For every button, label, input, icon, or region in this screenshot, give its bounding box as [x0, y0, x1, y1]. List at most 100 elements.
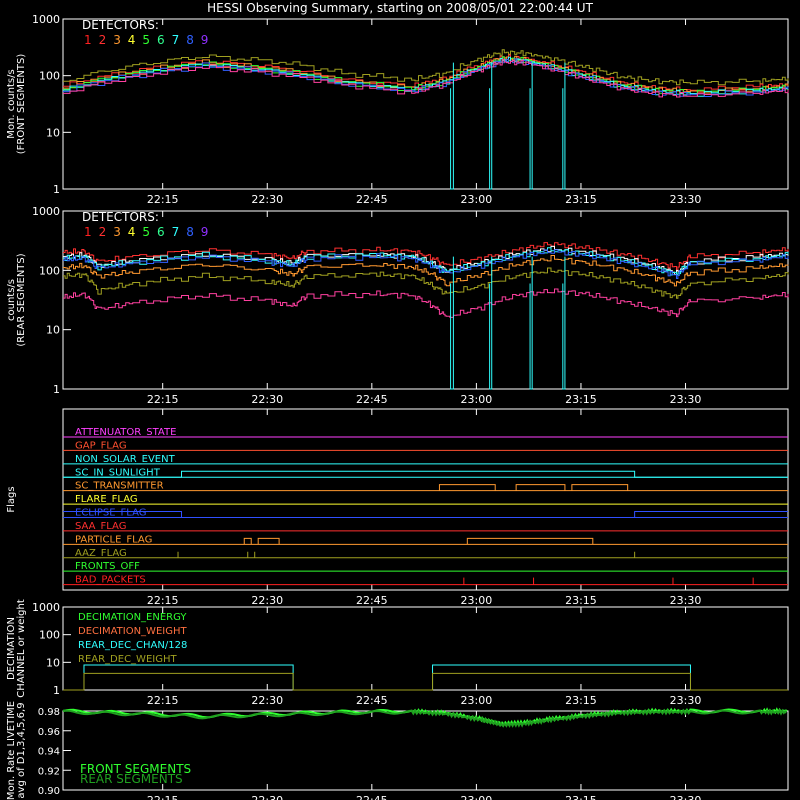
front-xtick-label: 23:15 [565, 193, 597, 206]
flag-label: ATTENUATOR_STATE [75, 427, 176, 438]
rear-xtick-label: 23:30 [670, 393, 702, 406]
front-ytick-label: 1 [53, 183, 60, 196]
front-attenuator-dip [529, 62, 533, 190]
decimation-xtick-label: 23:15 [565, 694, 597, 707]
flag-particle-pulse [466, 537, 594, 545]
panel-decimation: 22:15 22:30 22:45 23:00 23:15 23:30 DECIMATION… [6, 599, 789, 707]
livetime-legend-entry: REAR SEGMENTS [80, 772, 183, 786]
livetime-series-line [62, 708, 787, 728]
rear-series-line [63, 249, 789, 279]
front-legend-number: 7 [172, 33, 180, 47]
flags-xtick-label: 22:30 [251, 594, 283, 607]
rear-xtick-label: 23:15 [565, 393, 597, 406]
livetime-ylabel: avg of D1,3,4,5,6,9 [16, 702, 27, 798]
flag-label: FRONTS_OFF [75, 561, 140, 572]
rear-ytick-label: 100 [39, 264, 60, 277]
front-legend-number: 2 [99, 33, 107, 47]
front-xtick-label: 23:00 [461, 193, 493, 206]
flags-ylabel: Flags [6, 486, 17, 512]
rear-attenuator-dip [489, 256, 493, 390]
rear-series-line [63, 242, 789, 272]
rear-attenuator-dip [562, 256, 566, 390]
rear-legend-title: DETECTORS: [82, 210, 159, 224]
decimation-legend-entry: DECIMATION_ENERGY [78, 612, 187, 623]
livetime-ytick-label: 0.96 [38, 727, 60, 738]
front-frame [62, 18, 789, 190]
flags-xtick-label: 23:00 [461, 594, 493, 607]
front-legend-number: 6 [157, 33, 165, 47]
flag-label: SAA_FLAG [75, 521, 126, 532]
rear-xtick-label: 22:15 [147, 393, 179, 406]
livetime-xtick-label: 23:00 [461, 794, 493, 800]
rear-ylabel: counts/s [6, 279, 17, 321]
decimation-ytick-label: 100 [39, 629, 60, 642]
front-legend-number: 9 [201, 33, 209, 47]
flag-label: NON_SOLAR_EVENT [75, 454, 176, 465]
rear-legend-number: 3 [113, 225, 121, 239]
decimation-legend-entry: REAR_DEC_CHAN/128 [78, 640, 187, 651]
front-legend-title: DETECTORS: [82, 18, 159, 32]
flags-xtick-label: 23:30 [670, 594, 702, 607]
panel-rear: 22:15 22:30 22:45 23:00 23:15 23:30 counts/s (R… [6, 205, 789, 406]
livetime-xtick-label: 23:30 [670, 794, 702, 800]
chart-title: HESSI Observing Summary, starting on 200… [207, 1, 593, 15]
rear-ytick-label: 10 [46, 324, 60, 337]
front-attenuator-dip [562, 62, 566, 190]
front-legend-number: 4 [128, 33, 136, 47]
livetime-ytick-label: 0.90 [38, 786, 60, 797]
decimation-ytick-label: 10 [46, 656, 60, 669]
livetime-ytick-label: 0.94 [38, 747, 60, 758]
flag-label: BAD_PACKETS [75, 575, 146, 586]
decimation-legend-entry: DECIMATION_WEIGHT [78, 626, 187, 637]
front-xtick-label: 22:15 [147, 193, 179, 206]
front-attenuator-dip [450, 62, 454, 190]
decimation-ylabel: DECIMATION [6, 617, 17, 680]
rear-legend-number: 9 [201, 225, 209, 239]
flags-xtick-label: 22:15 [147, 594, 179, 607]
panel-front: 22:15 22:30 22:45 23:00 23:15 23:30 Mon. count… [6, 13, 789, 206]
flag-label: AAZ_FLAG [75, 548, 127, 559]
front-ylabel: Mon. counts/s [6, 69, 17, 138]
rear-ytick-label: 1000 [32, 205, 60, 218]
flag-sunlight-step [63, 470, 788, 478]
livetime-ytick-label: 0.98 [38, 707, 60, 718]
decimation-legend-entry: REAR_DEC_WEIGHT [78, 654, 177, 665]
flag-label: ECLIPSE_FLAG [75, 508, 146, 519]
rear-ytick-label: 1 [53, 383, 60, 396]
flag-transmitter-pulse [438, 484, 496, 491]
rear-xtick-label: 22:30 [251, 393, 283, 406]
flag-eclipse-step [63, 511, 788, 518]
front-ylabel: (FRONT SEGMENTS) [16, 54, 27, 155]
livetime-legend-entry: FRONT SEGMENTS [80, 762, 191, 776]
front-attenuator-dip [489, 62, 493, 190]
flag-transmitter-pulse [571, 484, 629, 491]
rear-attenuator-dip [529, 256, 533, 390]
decimation-xtick-label: 23:30 [670, 694, 702, 707]
rear-legend-number: 5 [142, 225, 150, 239]
flags-xtick-label: 22:45 [356, 594, 388, 607]
flag-particle-pulse [257, 537, 280, 545]
flag-label: PARTICLE_FLAG [75, 534, 152, 545]
flags-frame [62, 408, 789, 591]
decimation-xtick-label: 22:30 [251, 694, 283, 707]
livetime-ytick-label: 0.92 [38, 766, 60, 777]
livetime-xtick-label: 22:15 [147, 794, 179, 800]
front-xtick-label: 22:30 [251, 193, 283, 206]
flag-label: GAP_FLAG [75, 440, 127, 451]
decimation-ylabel: CHANNEL or weight [16, 599, 27, 698]
decimation-series-line [63, 672, 788, 691]
panel-livetime: 22:15 22:30 22:45 23:00 23:15 23:30 Mon. Rate … [6, 701, 789, 800]
front-legend-number: 3 [113, 33, 121, 47]
front-series-line [63, 49, 789, 86]
front-legend-number: 8 [186, 33, 194, 47]
rear-series-line [63, 247, 789, 276]
flag-transmitter-pulse [515, 484, 566, 491]
livetime-ylabel: Mon. Rate LIVETIME [6, 701, 17, 800]
decimation-ytick-label: 1000 [32, 601, 60, 614]
flag-particle-pulse [243, 537, 252, 545]
decimation-xtick-label: 22:15 [147, 694, 179, 707]
front-legend-number: 5 [142, 33, 150, 47]
rear-legend-number: 8 [186, 225, 194, 239]
flag-label: FLARE_FLAG [75, 494, 138, 505]
